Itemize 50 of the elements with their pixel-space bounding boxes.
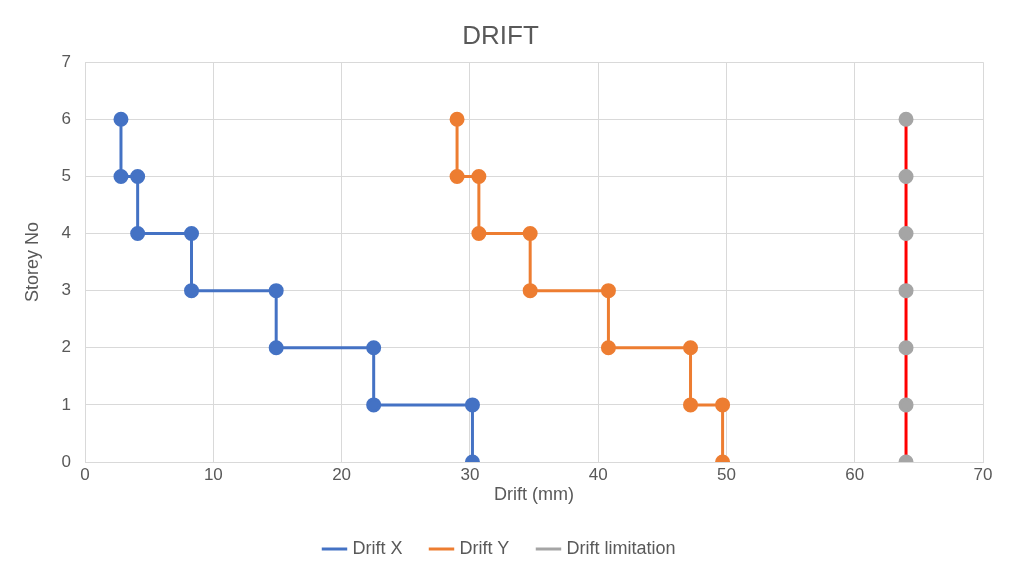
x-tick-label: 70 bbox=[973, 464, 993, 484]
point bbox=[268, 340, 284, 356]
y-tick-label: 4 bbox=[61, 223, 72, 243]
legend-label: Drift X bbox=[352, 537, 403, 558]
point bbox=[715, 397, 731, 413]
point bbox=[898, 340, 914, 356]
point bbox=[600, 283, 616, 299]
y-tick-label: 0 bbox=[61, 451, 72, 471]
x-tick-label: 40 bbox=[588, 464, 608, 484]
point bbox=[898, 283, 914, 299]
chart-title: DRIFT bbox=[462, 19, 539, 50]
point bbox=[184, 283, 200, 299]
point bbox=[130, 168, 146, 184]
point bbox=[366, 397, 382, 413]
point bbox=[522, 283, 538, 299]
y-tick-label: 5 bbox=[61, 166, 72, 186]
point bbox=[600, 340, 616, 356]
x-tick-label: 30 bbox=[460, 464, 480, 484]
point bbox=[471, 168, 487, 184]
point bbox=[113, 111, 129, 127]
point bbox=[898, 397, 914, 413]
point bbox=[898, 168, 914, 184]
x-tick-label: 0 bbox=[80, 464, 90, 484]
point bbox=[683, 397, 699, 413]
point bbox=[184, 226, 200, 242]
point bbox=[471, 226, 487, 242]
point bbox=[449, 111, 465, 127]
point bbox=[366, 340, 382, 356]
y-tick-label: 7 bbox=[61, 51, 72, 71]
point bbox=[522, 226, 538, 242]
point bbox=[113, 168, 129, 184]
x-tick-label: 10 bbox=[203, 464, 223, 484]
x-tick-label: 20 bbox=[332, 464, 352, 484]
point bbox=[898, 111, 914, 127]
y-tick-label: 1 bbox=[61, 394, 72, 414]
point bbox=[683, 340, 699, 356]
point bbox=[464, 397, 480, 413]
x-axis-title: Drift (mm) bbox=[494, 484, 575, 505]
x-tick-label: 50 bbox=[716, 464, 736, 484]
point bbox=[130, 226, 146, 242]
legend-label: Drift limitation bbox=[566, 537, 676, 558]
legend-label: Drift Y bbox=[459, 537, 510, 558]
point bbox=[268, 283, 284, 299]
y-tick-label: 2 bbox=[61, 337, 72, 357]
y-tick-label: 3 bbox=[61, 280, 72, 300]
y-axis-title: Storey No bbox=[21, 222, 42, 303]
point bbox=[898, 226, 914, 242]
y-tick-label: 6 bbox=[61, 109, 72, 128]
x-tick-label: 60 bbox=[845, 464, 865, 484]
point bbox=[449, 168, 465, 184]
